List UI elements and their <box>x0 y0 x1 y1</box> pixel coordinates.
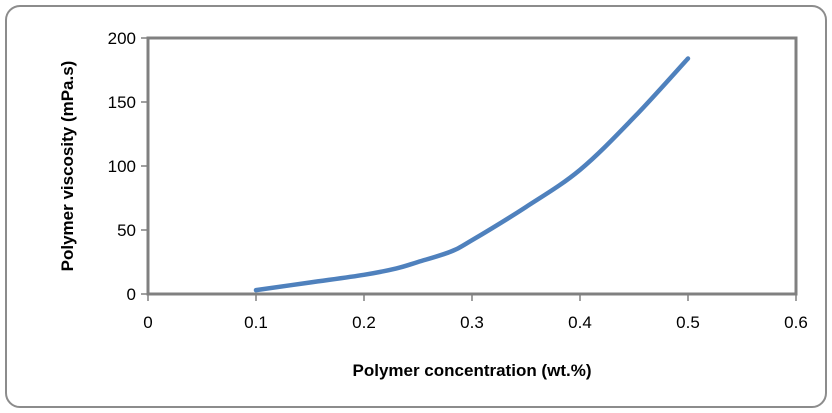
x-tick-label: 0.6 <box>784 313 808 332</box>
x-tick-label: 0.5 <box>676 313 700 332</box>
y-tick-label: 0 <box>127 285 136 304</box>
x-tick-label: 0 <box>143 313 152 332</box>
x-tick-label: 0.4 <box>568 313 592 332</box>
x-axis-ticks <box>147 294 797 301</box>
x-tick-label: 0.3 <box>460 313 484 332</box>
series-group <box>253 56 691 293</box>
y-tick-label: 200 <box>108 29 136 48</box>
x-axis-tick-labels: 0 0.1 0.2 0.3 0.4 0.5 0.6 <box>143 313 808 332</box>
x-axis-title: Polymer concentration (wt.%) <box>353 361 592 380</box>
y-axis-title: Polymer viscosity (mPa.s) <box>58 61 77 272</box>
series-line <box>253 56 691 293</box>
x-tick-label: 0.1 <box>244 313 268 332</box>
x-tick-label: 0.2 <box>352 313 376 332</box>
y-axis-tick-labels: 0 50 100 150 200 <box>108 29 136 304</box>
y-tick-label: 150 <box>108 93 136 112</box>
y-tick-label: 50 <box>117 221 136 240</box>
chart-outer-frame <box>5 5 827 408</box>
y-axis-ticks <box>141 37 148 295</box>
y-tick-label: 100 <box>108 157 136 176</box>
